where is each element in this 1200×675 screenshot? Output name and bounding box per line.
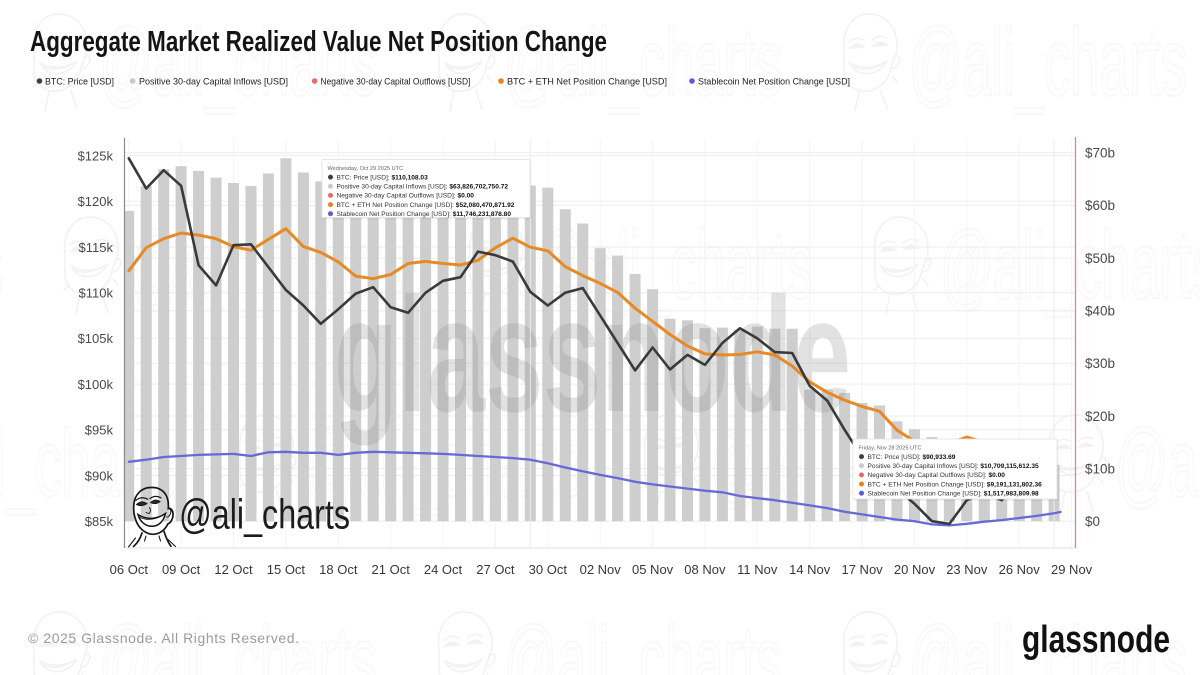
- svg-text:Negative 30-day Capital Outflo: Negative 30-day Capital Outflows [USD]: [321, 77, 471, 87]
- svg-text:BTC + ETH Net Position Change: BTC + ETH Net Position Change [USD]: [507, 77, 667, 87]
- svg-text:27 Oct: 27 Oct: [476, 562, 515, 577]
- svg-text:$125k: $125k: [78, 148, 114, 163]
- svg-text:$60b: $60b: [1085, 198, 1115, 213]
- svg-text:Negative 30-day Capital Outflo: Negative 30-day Capital Outflows [USD]: …: [868, 472, 1006, 479]
- svg-text:Stablecoin Net Position Change: Stablecoin Net Position Change [USD]: $1…: [868, 491, 1040, 498]
- svg-text:$50b: $50b: [1085, 251, 1115, 266]
- svg-text:$85k: $85k: [85, 514, 114, 529]
- svg-text:$100k: $100k: [78, 377, 114, 392]
- svg-text:$70b: $70b: [1085, 146, 1115, 161]
- svg-text:BTC: Price [USD]: $90,933.69: BTC: Price [USD]: $90,933.69: [868, 454, 956, 461]
- svg-text:08 Nov: 08 Nov: [684, 562, 726, 577]
- svg-text:18 Oct: 18 Oct: [319, 562, 358, 577]
- svg-text:12 Oct: 12 Oct: [214, 562, 253, 577]
- svg-text:BTC + ETH Net Position Change: BTC + ETH Net Position Change [USD]: $52…: [337, 202, 515, 209]
- svg-text:@ali_charts: @ali_charts: [179, 491, 350, 538]
- svg-text:Positive 30-day Capital Inflow: Positive 30-day Capital Inflows [USD]: [139, 77, 288, 87]
- svg-text:$95k: $95k: [85, 423, 114, 438]
- svg-text:Stablecoin Net Position Change: Stablecoin Net Position Change [USD]: [698, 77, 850, 87]
- svg-text:Positive 30-day Capital Inflow: Positive 30-day Capital Inflows [USD]: $…: [868, 463, 1040, 470]
- svg-text:Wednesday, Oct 29 2025 UTC: Wednesday, Oct 29 2025 UTC: [328, 166, 404, 172]
- svg-text:$115k: $115k: [79, 240, 114, 255]
- svg-text:14 Nov: 14 Nov: [789, 562, 831, 577]
- svg-text:BTC: Price [USD]: $110,108.03: BTC: Price [USD]: $110,108.03: [337, 174, 429, 181]
- svg-text:15 Oct: 15 Oct: [267, 562, 306, 577]
- svg-text:09 Oct: 09 Oct: [162, 562, 201, 577]
- svg-text:11 Nov: 11 Nov: [737, 562, 778, 577]
- svg-text:$10b: $10b: [1085, 461, 1115, 476]
- svg-text:23 Nov: 23 Nov: [946, 562, 988, 577]
- svg-text:$0: $0: [1085, 514, 1100, 529]
- svg-text:24 Oct: 24 Oct: [424, 562, 463, 577]
- svg-text:Friday, Nov 28 2025 UTC: Friday, Nov 28 2025 UTC: [859, 445, 922, 451]
- svg-text:BTC: Price [USD]: BTC: Price [USD]: [45, 77, 114, 87]
- svg-text:30 Oct: 30 Oct: [529, 562, 568, 577]
- svg-text:$105k: $105k: [78, 331, 114, 346]
- svg-text:Stablecoin Net Position Change: Stablecoin Net Position Change [USD]: $1…: [337, 211, 512, 218]
- svg-text:BTC + ETH Net Position Change: BTC + ETH Net Position Change [USD]: $9,…: [868, 481, 1043, 488]
- svg-text:05 Nov: 05 Nov: [632, 562, 674, 577]
- svg-text:Positive 30-day Capital Inflow: Positive 30-day Capital Inflows [USD]: $…: [337, 184, 509, 191]
- svg-text:$90k: $90k: [85, 468, 114, 483]
- svg-text:06 Oct: 06 Oct: [110, 562, 149, 577]
- svg-text:21 Oct: 21 Oct: [372, 562, 411, 577]
- svg-text:$20b: $20b: [1085, 409, 1115, 424]
- svg-text:glassnode: glassnode: [1022, 619, 1170, 661]
- svg-text:Negative 30-day Capital Outflo: Negative 30-day Capital Outflows [USD]: …: [337, 193, 475, 200]
- svg-text:17 Nov: 17 Nov: [841, 562, 883, 577]
- svg-text:$40b: $40b: [1085, 304, 1115, 319]
- svg-text:© 2025 Glassnode. All Rights R: © 2025 Glassnode. All Rights Reserved.: [28, 630, 299, 646]
- svg-text:20 Nov: 20 Nov: [894, 562, 936, 577]
- svg-text:$120k: $120k: [78, 194, 114, 209]
- svg-text:Aggregate Market Realized Valu: Aggregate Market Realized Value Net Posi…: [30, 26, 607, 58]
- svg-text:$30b: $30b: [1085, 356, 1115, 371]
- svg-text:$110k: $110k: [79, 286, 114, 301]
- svg-text:02 Nov: 02 Nov: [580, 562, 622, 577]
- svg-text:26 Nov: 26 Nov: [999, 562, 1041, 577]
- svg-text:29 Nov: 29 Nov: [1051, 562, 1093, 577]
